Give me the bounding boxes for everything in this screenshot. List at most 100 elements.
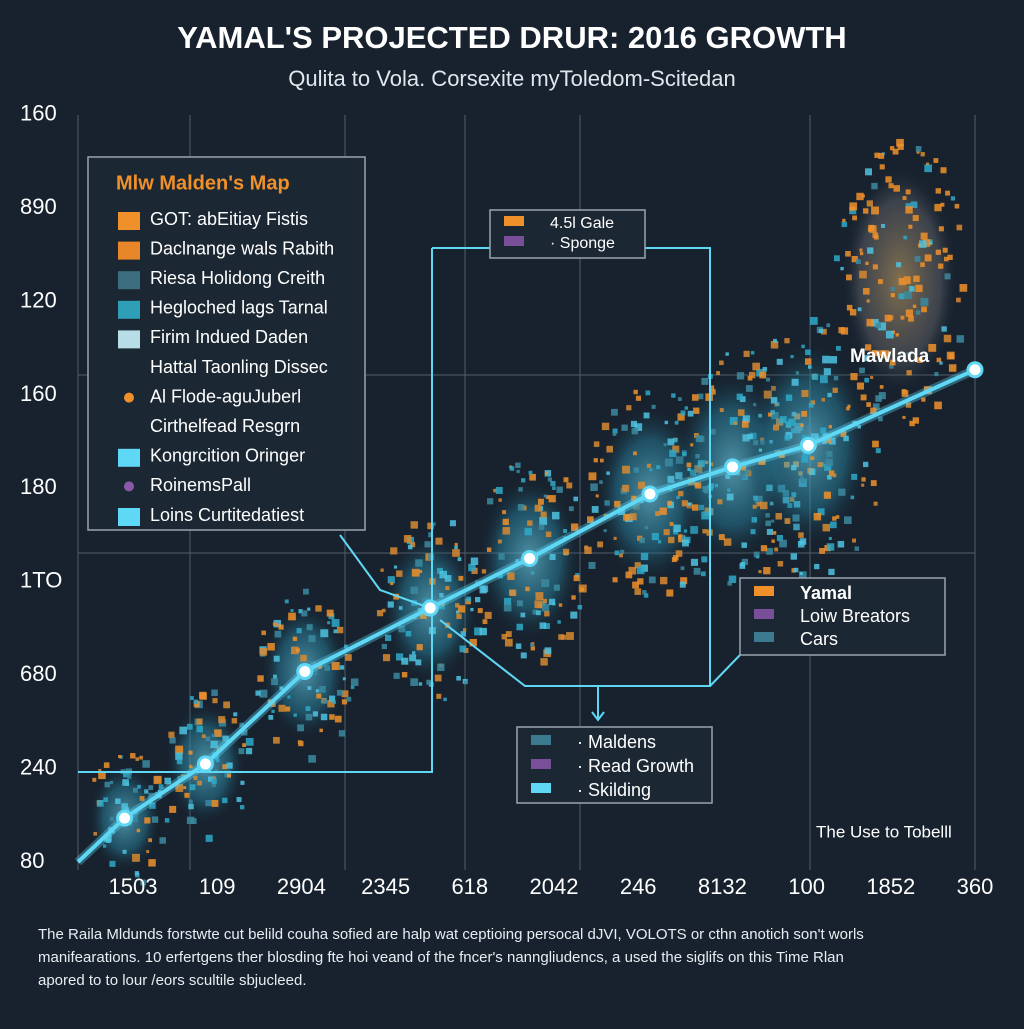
scatter-dot <box>663 443 667 447</box>
scatter-dot <box>677 397 682 401</box>
line-lead <box>76 816 126 864</box>
scatter-dot <box>474 627 483 636</box>
scatter-dot <box>701 377 709 385</box>
scatter-dot <box>881 350 890 359</box>
scatter-dot <box>667 500 673 506</box>
scatter-dot <box>122 849 127 854</box>
scatter-dot <box>916 150 920 154</box>
scatter-dot <box>890 286 895 292</box>
scatter-dot <box>850 373 858 381</box>
scatter-dot <box>753 495 758 501</box>
scatter-dot <box>475 596 481 603</box>
scatter-dot <box>327 621 331 625</box>
scatter-dot <box>158 784 164 790</box>
legend-label: · Skilding <box>577 780 651 800</box>
scatter-dot <box>867 247 874 254</box>
scatter-dot <box>857 307 862 312</box>
scatter-dot <box>823 491 831 499</box>
scatter-dot <box>760 501 768 510</box>
scatter-dot <box>290 608 294 613</box>
scatter-dot <box>463 680 468 685</box>
scatter-dot <box>885 330 894 339</box>
scatter-dot <box>505 631 512 638</box>
scatter-dot <box>479 586 487 594</box>
scatter-dot <box>663 529 670 536</box>
scatter-dot <box>904 276 911 283</box>
scatter-dot <box>205 736 211 742</box>
chart-title: YAMAL'S PROJECTED DRUR: 2016 GROWTH <box>177 20 846 55</box>
scatter-dot <box>462 628 467 632</box>
scatter-dot <box>657 540 662 544</box>
scatter-dot <box>766 547 773 555</box>
scatter-dot <box>614 550 620 556</box>
scatter-dot <box>439 592 444 598</box>
scatter-dot <box>482 619 488 625</box>
scatter-dot <box>799 538 807 545</box>
scatter-dot <box>199 691 207 700</box>
scatter-dot <box>300 654 307 662</box>
scatter-dot <box>632 502 640 510</box>
scatter-dot <box>297 724 305 732</box>
scatter-dot <box>452 549 460 557</box>
scatter-dot <box>98 768 102 773</box>
scatter-dot <box>470 557 479 565</box>
legend-label: Loins Curtitedatiest <box>150 505 304 525</box>
scatter-dot <box>770 341 779 349</box>
scatter-dot <box>693 407 700 414</box>
scatter-dot <box>498 553 505 560</box>
scatter-dot <box>183 786 187 790</box>
scatter-dot <box>719 408 724 413</box>
scatter-dot <box>542 598 547 604</box>
scatter-dot <box>350 678 359 687</box>
scatter-dot <box>118 754 122 759</box>
scatter-dot <box>942 247 948 253</box>
scatter-dot <box>649 468 653 472</box>
scatter-dot <box>934 203 942 212</box>
scatter-dot <box>695 435 703 443</box>
scatter-dot <box>454 542 458 547</box>
scatter-dot <box>798 571 807 580</box>
scatter-dot <box>921 397 926 402</box>
scatter-dot <box>822 355 830 364</box>
scatter-dot <box>439 570 448 579</box>
scatter-dot <box>826 450 833 458</box>
scatter-dot <box>835 515 840 519</box>
scatter-dot <box>751 517 758 523</box>
scatter-dot <box>245 747 253 755</box>
scatter-dot <box>544 623 550 629</box>
scatter-dot <box>822 439 827 445</box>
scatter-dot <box>909 286 915 292</box>
scatter-dot <box>122 779 129 786</box>
scatter-dot <box>904 291 912 299</box>
scatter-dot <box>828 470 835 476</box>
scatter-dot <box>668 536 675 544</box>
scatter-dot <box>888 183 894 189</box>
scatter-dot <box>563 529 568 534</box>
scatter-dot <box>801 344 805 349</box>
scatter-dot <box>758 570 762 574</box>
legend-marker <box>124 392 134 403</box>
scatter-dot <box>291 646 299 655</box>
scatter-dot <box>148 859 156 867</box>
legend-swatch <box>531 735 551 745</box>
scatter-dot <box>387 576 395 584</box>
scatter-dot <box>825 458 833 467</box>
scatter-dot <box>296 628 302 634</box>
scatter-dot <box>920 262 925 267</box>
scatter-dot <box>635 395 642 401</box>
scatter-dot <box>518 487 523 492</box>
scatter-dot <box>308 635 316 643</box>
annotation: The Use to Tobelll <box>816 822 952 841</box>
scatter-dot <box>539 622 547 629</box>
scatter-dot <box>765 520 771 527</box>
scatter-dot <box>851 255 858 263</box>
scatter-dot <box>102 844 107 848</box>
scatter-dot <box>687 410 694 417</box>
scatter-dot <box>643 412 650 419</box>
legend-swatch <box>531 759 551 769</box>
scatter-dot <box>935 249 941 255</box>
scatter-dot <box>601 422 610 431</box>
scatter-dot <box>636 566 645 575</box>
scatter-dot <box>766 377 770 382</box>
scatter-dot <box>905 203 911 209</box>
